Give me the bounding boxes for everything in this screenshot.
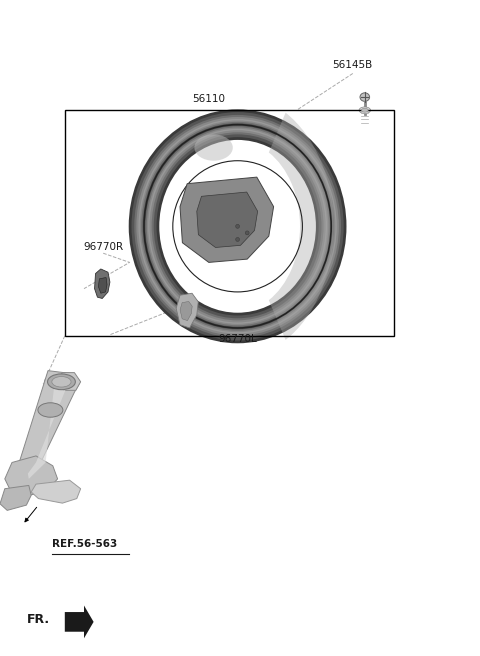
Polygon shape (176, 293, 198, 328)
Ellipse shape (361, 108, 368, 112)
Ellipse shape (38, 403, 63, 417)
Ellipse shape (236, 237, 240, 241)
Ellipse shape (360, 92, 370, 101)
Text: 96770L: 96770L (218, 334, 257, 344)
Polygon shape (180, 177, 274, 262)
Text: 56145B: 56145B (333, 60, 373, 70)
Ellipse shape (245, 231, 249, 235)
Ellipse shape (194, 134, 233, 161)
Polygon shape (28, 377, 67, 479)
Text: 96770R: 96770R (83, 242, 123, 252)
Polygon shape (14, 371, 79, 482)
Polygon shape (0, 485, 31, 510)
Ellipse shape (52, 377, 71, 387)
Polygon shape (98, 277, 107, 293)
Polygon shape (95, 269, 110, 298)
Polygon shape (197, 192, 258, 247)
Text: REF.56-563: REF.56-563 (52, 539, 117, 549)
Bar (65, 110, 394, 336)
Polygon shape (180, 302, 192, 321)
Wedge shape (269, 113, 334, 340)
Polygon shape (31, 480, 81, 503)
Text: FR.: FR. (26, 613, 49, 626)
Polygon shape (65, 605, 94, 638)
Ellipse shape (48, 374, 75, 390)
Text: 56110: 56110 (192, 94, 225, 104)
Ellipse shape (359, 107, 371, 113)
Polygon shape (57, 373, 81, 390)
Polygon shape (5, 456, 58, 495)
Ellipse shape (236, 224, 240, 228)
